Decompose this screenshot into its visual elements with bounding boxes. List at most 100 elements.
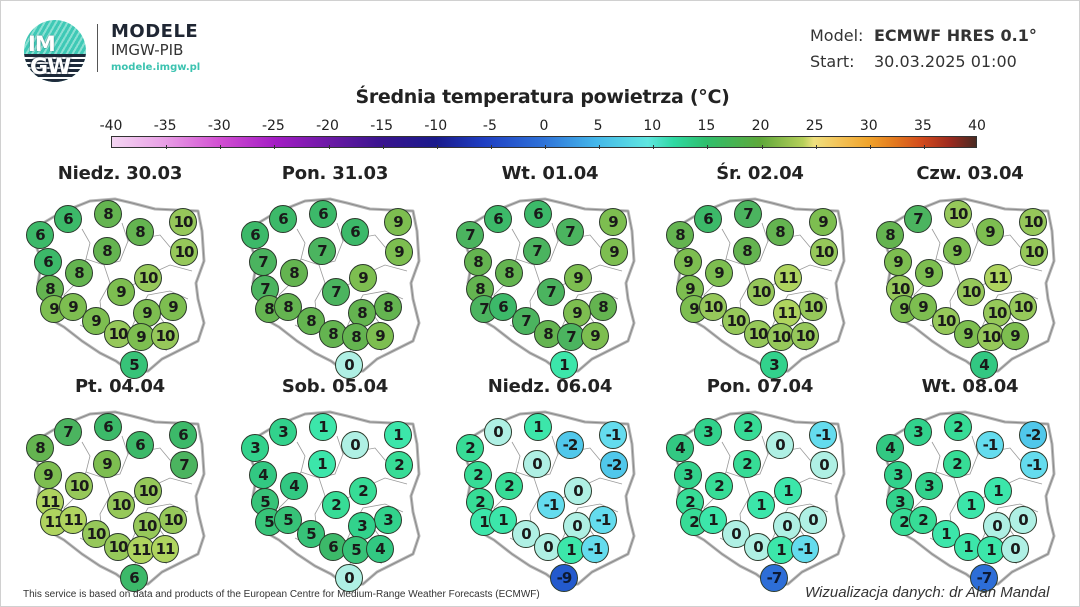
temperature-marker: 8	[876, 221, 904, 249]
model-info: Model: ECMWF HRES 0.1° Start: 30.03.2025…	[810, 22, 1037, 74]
temperature-marker: 10	[169, 208, 197, 236]
temperature-marker: 9	[366, 322, 394, 350]
temperature-marker: 10	[1009, 293, 1037, 321]
temperature-marker: 8	[733, 237, 761, 265]
forecast-day-panel: Śr. 02.04 6 8 7 8 9 9 8 10 9 9 11 9 10 10 10 10 11 10 10 10 3	[660, 163, 870, 379]
colorbar-tick-mark	[436, 145, 438, 149]
temperature-marker: 3	[348, 512, 376, 540]
temperature-marker: 4	[666, 434, 694, 462]
temperature-marker: 6	[241, 221, 269, 249]
temperature-marker: -1	[809, 421, 837, 449]
temperature-marker: 1	[524, 413, 552, 441]
temperature-marker: 2	[456, 434, 484, 462]
model-label: Model:	[810, 25, 864, 45]
poland-map: 6 8 7 8 9 9 8 10 9 9 11 9 10 10 10 10 11 10 10 10 3	[660, 191, 860, 379]
colorbar-tick-labels: -40 -35 -30 -25 -20 -15 -10 -5 0 5 10 15 20 25 30 35 40	[100, 118, 986, 134]
temperature-marker: 0	[744, 533, 772, 561]
temperature-marker: 1	[984, 477, 1012, 505]
temperature-marker: 7	[904, 205, 932, 233]
colorbar-tick: -25	[261, 118, 285, 134]
colorbar-tick: -35	[153, 118, 177, 134]
temperature-marker: 9	[133, 299, 161, 327]
temperature-marker: 7	[523, 237, 551, 265]
day-title: Wt. 08.04	[921, 376, 1019, 397]
temperature-marker: 9	[159, 293, 187, 321]
temperature-marker: 2	[705, 472, 733, 500]
temperature-marker: 10	[767, 323, 795, 351]
temperature-marker: -1	[599, 421, 627, 449]
temperature-marker: 1	[309, 413, 337, 441]
temperature-marker: 0	[484, 418, 512, 446]
temperature-marker: 9	[384, 208, 412, 236]
colorbar-tick: -30	[207, 118, 231, 134]
logo-text-bottom: GW	[30, 55, 71, 80]
temperature-marker: 9	[385, 238, 413, 266]
colorbar-tick-mark	[274, 145, 276, 149]
colorbar-tick-mark	[923, 145, 925, 149]
temperature-marker: 8	[374, 293, 402, 321]
colorbar-tick: -15	[370, 118, 394, 134]
colorbar-tick-mark	[707, 145, 709, 149]
temperature-marker: 6	[484, 205, 512, 233]
temperature-marker: 3	[374, 506, 402, 534]
temperature-marker: 1	[557, 536, 585, 564]
temperature-marker: 10	[944, 200, 972, 228]
temperature-marker: 9	[581, 322, 609, 350]
visualization-credit: Wizualizacja danych: dr Alan Mandal	[805, 584, 1050, 601]
colorbar-tick: 40	[968, 118, 986, 134]
temperature-marker: 0	[799, 506, 827, 534]
temperature-marker: 7	[556, 218, 584, 246]
logo-divider	[97, 24, 98, 72]
temperature-marker: 4	[970, 351, 998, 379]
temperature-marker: 9	[564, 264, 592, 292]
temperature-marker: 8	[495, 259, 523, 287]
colorbar-tick: 20	[751, 118, 770, 134]
temperature-marker: 10	[159, 506, 187, 534]
brand-title: MODELE	[111, 21, 199, 42]
temperature-marker: 10	[1020, 238, 1048, 266]
brand-url-link[interactable]: modele.imgw.pl	[111, 62, 201, 73]
colorbar-tick-mark	[815, 145, 817, 149]
temperature-marker: 0	[1001, 535, 1029, 563]
temperature-marker: 8	[94, 200, 122, 228]
temperature-marker: 9	[976, 218, 1004, 246]
temperature-marker: 10	[1019, 208, 1047, 236]
temperature-marker: 11	[127, 536, 155, 564]
temperature-marker: 6	[54, 205, 82, 233]
temperature-marker: 10	[170, 238, 198, 266]
poland-map: 6 6 8 8 10 6 8 10 8 8 10 9 9 9 9 9 9 10 9 10 5	[20, 191, 220, 379]
temperature-marker: 9	[93, 450, 121, 478]
forecast-day-panel: Sob. 05.04 3 3 1 0 1 4 1 2 5 4 2 5 2 5 3 5 3 6 5 4 0	[235, 376, 445, 592]
colorbar-tick: 5	[593, 118, 603, 134]
temperature-marker: 6	[126, 431, 154, 459]
temperature-marker: 10	[134, 477, 162, 505]
temperature-marker: 0	[564, 477, 592, 505]
forecast-day-panel: Wt. 08.04 3 4 2 -1 -2 3 2 -1 3 3 1 2 1 2 0 1 0 1 1 0 -7	[870, 376, 1080, 592]
temperature-marker: 9	[915, 259, 943, 287]
day-title: Wt. 01.04	[501, 163, 599, 184]
temperature-marker: 4	[280, 472, 308, 500]
temperature-marker: 0	[335, 564, 363, 592]
poland-map: 7 8 6 6 6 9 9 7 11 10 10 11 10 11 10 10 10 10 11 11 6	[20, 404, 220, 592]
temperature-marker: 8	[464, 248, 492, 276]
temperature-marker: 10	[791, 322, 819, 350]
temperature-marker: 7	[512, 307, 540, 335]
colorbar-tick: 15	[697, 118, 716, 134]
temperature-marker: 11	[151, 535, 179, 563]
temperature-marker: 3	[269, 418, 297, 446]
temperature-marker: 2	[464, 461, 492, 489]
temperature-marker: 8	[766, 218, 794, 246]
temperature-marker: 3	[694, 418, 722, 446]
day-title: Pon. 07.04	[706, 376, 814, 397]
colorbar-tick-mark	[328, 145, 330, 149]
temperature-marker: 9	[600, 238, 628, 266]
forecast-day-panel: Pt. 04.04 7 8 6 6 6 9 9 7 11 10 10 11 10 11 10 10 10 10 11 1…	[20, 376, 230, 592]
temperature-marker: 9	[349, 264, 377, 292]
temperature-marker: 0	[810, 451, 838, 479]
temperature-marker: 10	[747, 278, 775, 306]
temperature-marker: 6	[169, 421, 197, 449]
temperature-marker: 8	[65, 259, 93, 287]
temperature-marker: 0	[1009, 506, 1037, 534]
poland-map: 7 8 10 9 10 9 9 10 10 9 11 9 10 9 10 10 10 9 10 9 4	[870, 191, 1070, 379]
